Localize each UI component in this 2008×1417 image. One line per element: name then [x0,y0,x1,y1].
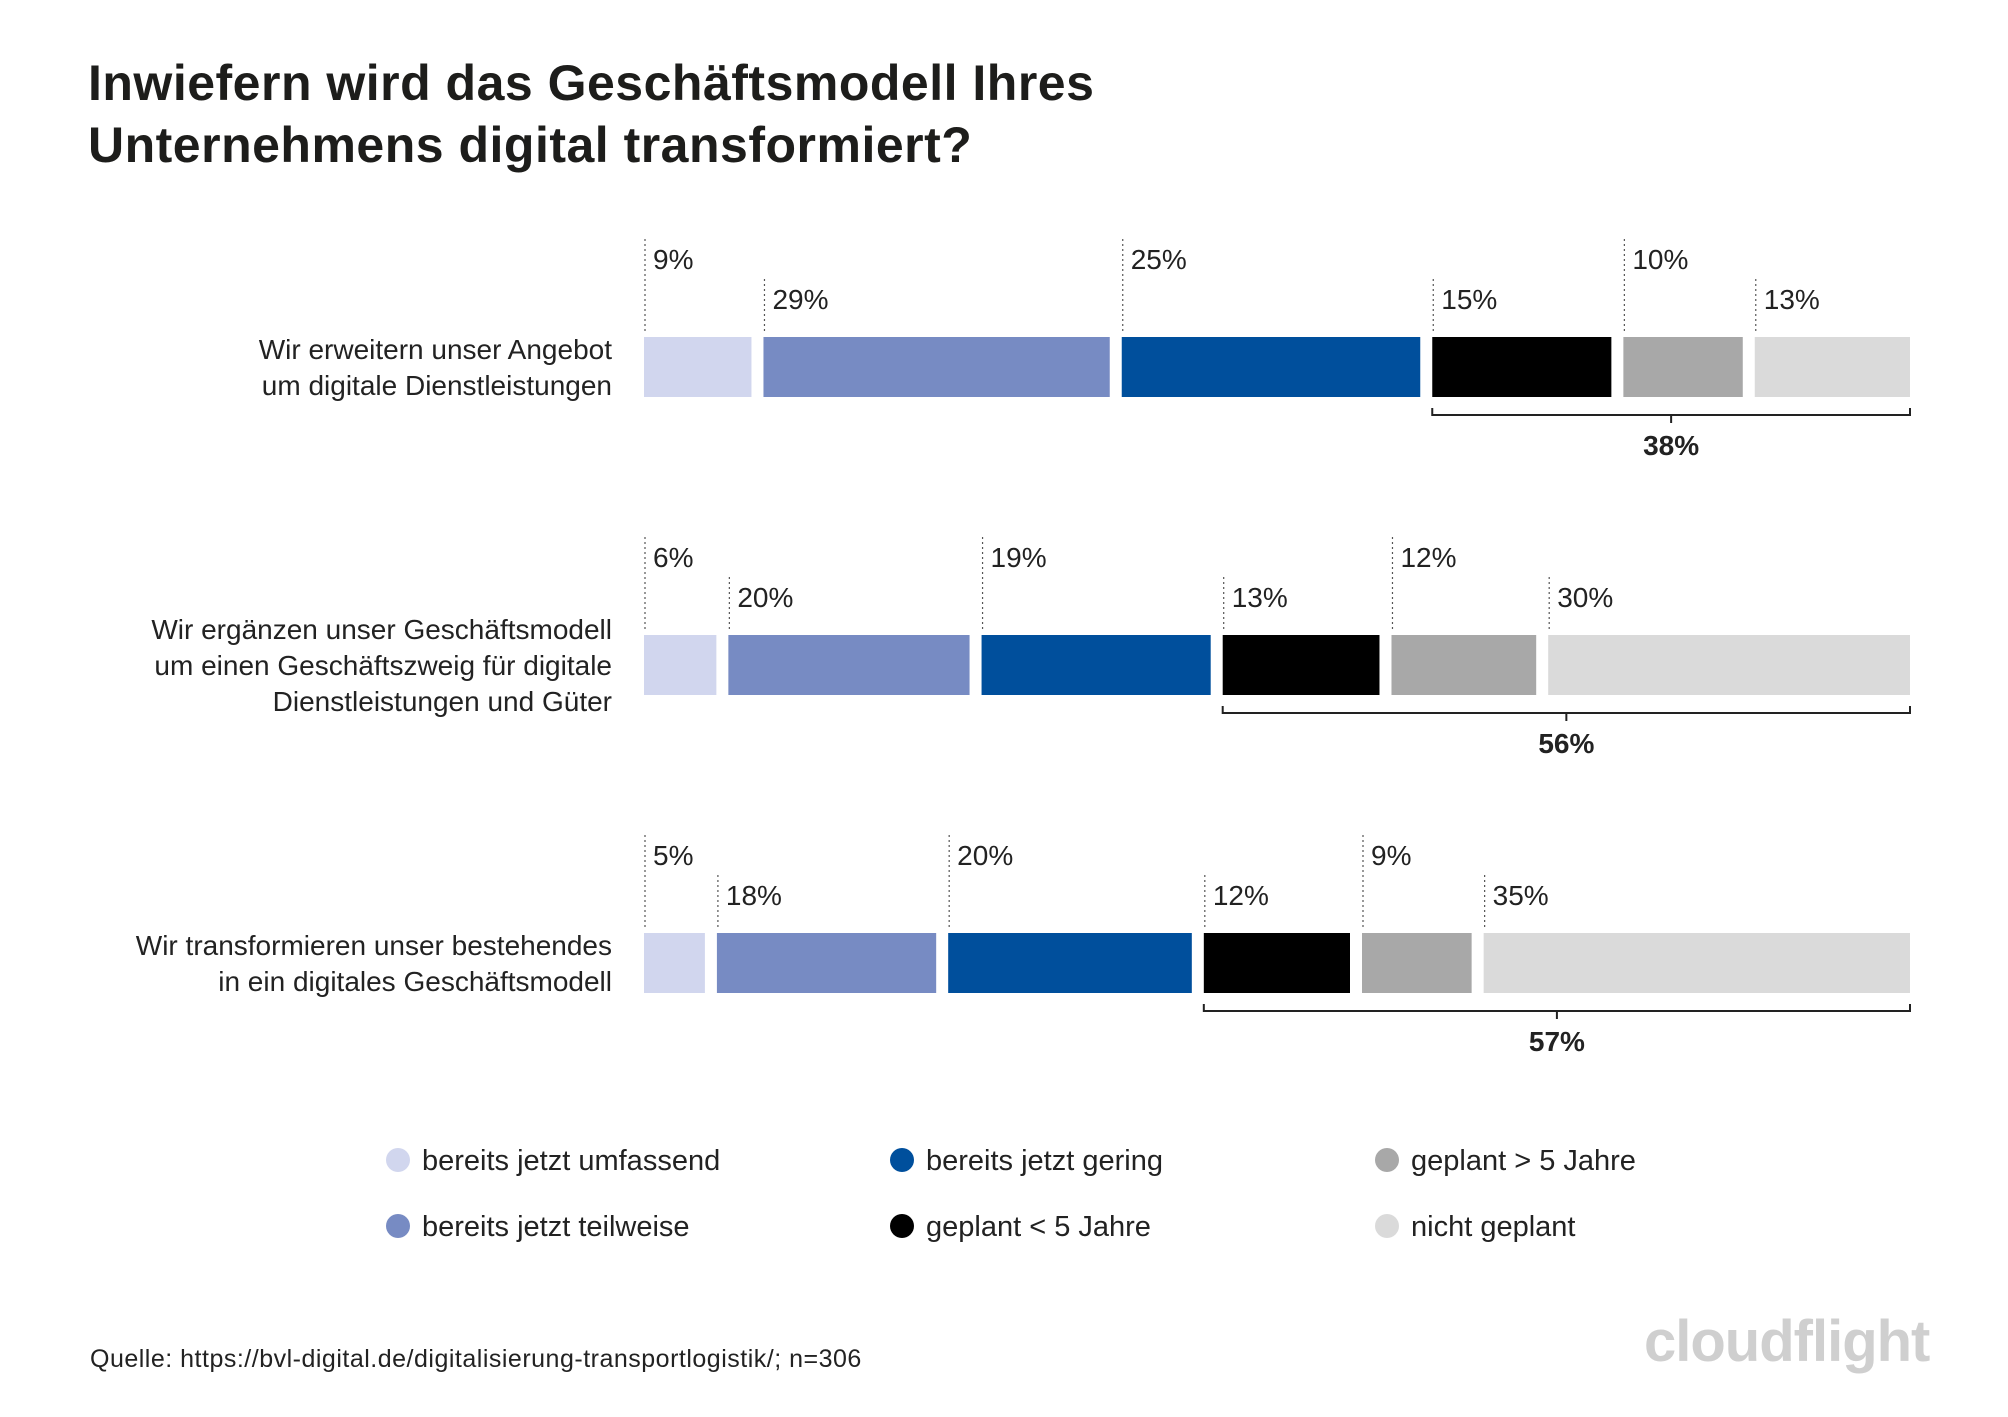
category-label-line: in ein digitales Geschäftsmodell [218,966,612,997]
chart-title-line-2: Unternehmens digital transformiert? [88,117,973,173]
bar-segment [716,933,937,993]
value-label: 13% [1764,284,1820,315]
bar-segment [1754,337,1910,397]
legend-swatch [386,1148,410,1172]
total-bracket [1431,408,1911,416]
value-label: 19% [991,542,1047,573]
legend-label: bereits jetzt gering [926,1145,1163,1177]
legend-swatch [386,1214,410,1238]
bar-segment [1391,635,1537,695]
bar-segment [1623,337,1743,397]
legend-swatch [1375,1214,1399,1238]
chart-title: Inwiefern wird das Geschäftsmodell Ihres… [88,52,1094,176]
value-label: 13% [1232,582,1288,613]
category-label: Wir erweitern unser Angebot um digitale D… [259,334,613,401]
category-label: Wir ergänzen unser Geschäftsmodell um ein… [151,614,612,717]
total-bracket [1221,706,1911,714]
value-label: 29% [772,284,828,315]
total-label: 56% [1538,728,1594,759]
value-label: 30% [1557,582,1613,613]
value-label: 12% [1213,880,1269,911]
value-label: 6% [653,542,693,573]
total-label: 38% [1643,430,1699,461]
category-label-line: Wir transformieren unser bestehendes [136,930,612,961]
category-label: Wir transformieren unser bestehendes in e… [136,930,612,997]
bar-segment [1483,933,1910,993]
category-label-line: Wir erweitern unser Angebot [259,334,613,365]
category-label-line: um digitale Dienstleistungen [262,370,612,401]
category-label-line: Dienstleistungen und Güter [273,686,612,717]
legend-label: geplant > 5 Jahre [1411,1145,1636,1177]
value-label: 18% [726,880,782,911]
bar-segment [728,635,970,695]
value-label: 25% [1131,244,1187,275]
value-label: 9% [1371,840,1411,871]
bar-segment [1432,337,1612,397]
bar-segment [948,933,1192,993]
legend-label: bereits jetzt umfassend [422,1145,720,1177]
value-label: 10% [1632,244,1688,275]
value-label: 9% [653,244,693,275]
bar-segment [763,337,1110,397]
value-label: 5% [653,840,693,871]
total-bracket [1202,1004,1911,1012]
value-label: 20% [737,582,793,613]
value-label: 12% [1400,542,1456,573]
value-label: 15% [1441,284,1497,315]
legend-swatch [1375,1148,1399,1172]
chart-title-line-1: Inwiefern wird das Geschäftsmodell Ihres [88,55,1095,111]
bar-segment [1222,635,1380,695]
bar-segment [1203,933,1350,993]
category-label-line: um einen Geschäftszweig für digitale [154,650,612,681]
bar-segment [644,635,717,695]
cloudflight-logo: cloudflight [1644,1309,1930,1374]
bar-segment [1548,635,1910,695]
value-label: 20% [957,840,1013,871]
legend-label: geplant < 5 Jahre [926,1211,1151,1243]
legend-swatch [890,1214,914,1238]
legend-label: nicht geplant [1411,1211,1575,1243]
bar-segment [644,337,752,397]
total-label: 57% [1529,1026,1585,1057]
bar-segment [644,933,705,993]
legend-swatch [890,1148,914,1172]
category-label-line: Wir ergänzen unser Geschäftsmodell [151,614,612,645]
bar-segment [1362,933,1472,993]
bar-segment [981,635,1211,695]
value-label: 35% [1493,880,1549,911]
legend-label: bereits jetzt teilweise [422,1211,690,1243]
source-note: Quelle: https://bvl-digital.de/digitalis… [90,1345,862,1373]
bar-segment [1121,337,1421,397]
